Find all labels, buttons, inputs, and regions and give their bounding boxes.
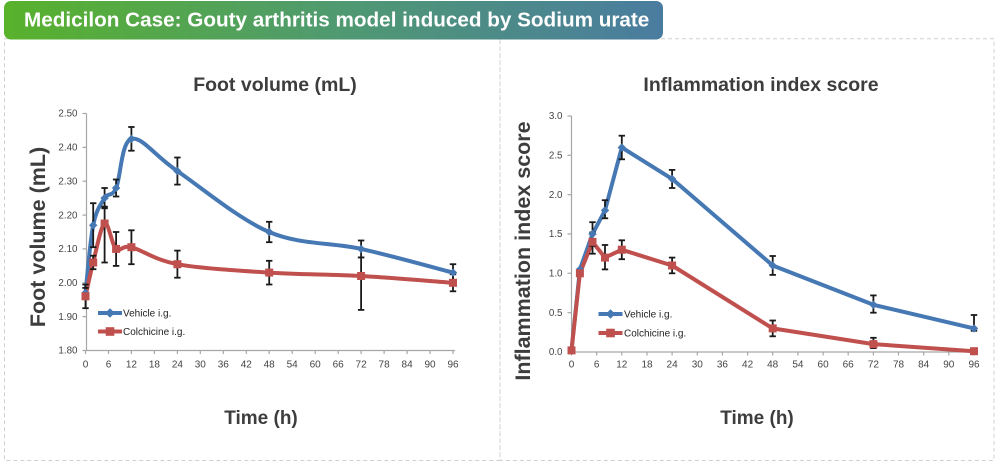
svg-text:Foot volume (mL): Foot volume (mL) [193, 74, 357, 96]
svg-text:36: 36 [218, 360, 230, 371]
svg-text:2.30: 2.30 [58, 176, 78, 187]
svg-text:2.10: 2.10 [58, 244, 78, 255]
svg-text:78: 78 [379, 360, 391, 371]
svg-text:66: 66 [333, 360, 345, 371]
svg-text:1.0: 1.0 [549, 269, 563, 280]
svg-text:42: 42 [241, 360, 253, 371]
svg-text:Colchicine i.g.: Colchicine i.g. [123, 327, 185, 338]
svg-text:72: 72 [356, 360, 368, 371]
svg-text:12: 12 [616, 360, 628, 371]
svg-text:96: 96 [447, 360, 459, 371]
svg-text:2.5: 2.5 [549, 151, 563, 162]
svg-text:Vehicle i.g.: Vehicle i.g. [123, 309, 171, 320]
svg-text:1.5: 1.5 [549, 229, 563, 240]
svg-text:54: 54 [792, 360, 804, 371]
svg-text:30: 30 [195, 360, 207, 371]
svg-text:66: 66 [843, 360, 855, 371]
svg-text:Medicilon Case: Gouty arthriti: Medicilon Case: Gouty arthritis model in… [24, 9, 649, 32]
svg-text:1.90: 1.90 [58, 312, 78, 323]
svg-text:90: 90 [943, 360, 955, 371]
svg-text:2.50: 2.50 [58, 109, 78, 120]
svg-text:72: 72 [868, 360, 880, 371]
svg-text:Inflammation index score: Inflammation index score [643, 74, 878, 96]
svg-text:84: 84 [918, 360, 930, 371]
svg-text:78: 78 [893, 360, 905, 371]
svg-text:54: 54 [287, 360, 299, 371]
svg-text:3.0: 3.0 [549, 111, 563, 122]
svg-text:2.40: 2.40 [58, 143, 78, 154]
svg-text:6: 6 [106, 360, 112, 371]
svg-text:30: 30 [692, 360, 704, 371]
svg-text:60: 60 [818, 360, 830, 371]
svg-text:Inflammation index score: Inflammation index score [511, 121, 535, 380]
svg-text:18: 18 [641, 360, 653, 371]
svg-text:Colchicine i.g.: Colchicine i.g. [624, 329, 686, 340]
svg-text:48: 48 [767, 360, 779, 371]
svg-text:0: 0 [83, 360, 89, 371]
svg-text:0.0: 0.0 [549, 347, 563, 358]
svg-text:18: 18 [149, 360, 161, 371]
svg-text:36: 36 [717, 360, 729, 371]
svg-text:2.0: 2.0 [549, 190, 563, 201]
svg-text:Foot volume (mL): Foot volume (mL) [26, 147, 50, 327]
svg-text:2.00: 2.00 [58, 278, 78, 289]
svg-text:1.80: 1.80 [58, 346, 78, 357]
svg-text:42: 42 [742, 360, 754, 371]
svg-text:Time (h): Time (h) [224, 408, 298, 429]
svg-text:0: 0 [569, 360, 575, 371]
svg-text:84: 84 [402, 360, 414, 371]
svg-text:12: 12 [126, 360, 138, 371]
svg-text:96: 96 [968, 360, 980, 371]
svg-text:2.20: 2.20 [58, 210, 78, 221]
svg-text:Vehicle i.g.: Vehicle i.g. [624, 310, 672, 321]
svg-text:24: 24 [667, 360, 679, 371]
svg-text:60: 60 [310, 360, 322, 371]
svg-text:48: 48 [264, 360, 276, 371]
svg-text:90: 90 [424, 360, 436, 371]
svg-text:0.5: 0.5 [549, 308, 563, 319]
svg-text:24: 24 [172, 360, 184, 371]
svg-text:Time (h): Time (h) [720, 408, 794, 429]
svg-text:6: 6 [594, 360, 600, 371]
